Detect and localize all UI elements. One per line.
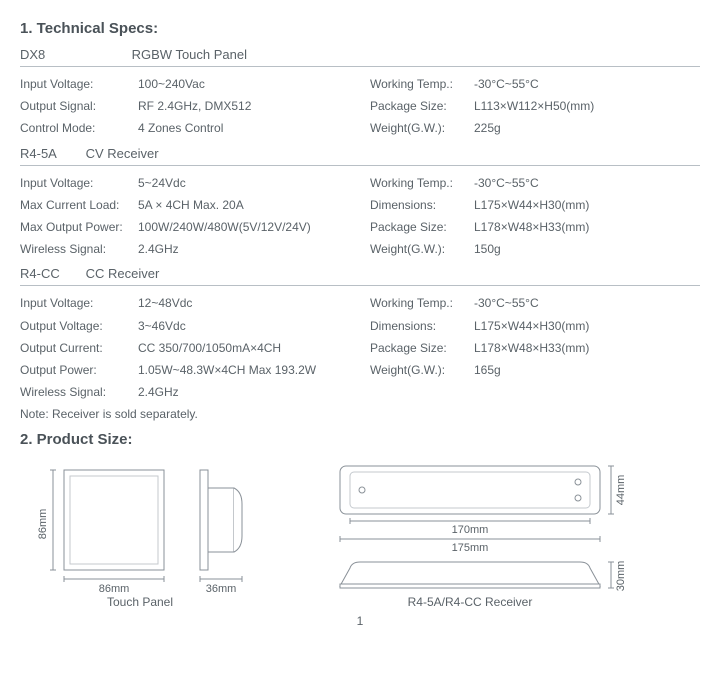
- dim-86mm-h: 86mm: [37, 509, 49, 540]
- spec-value: -30°C~55°C: [474, 292, 700, 314]
- spec-label: Weight(G.W.):: [370, 117, 474, 139]
- spec-label: Output Current:: [20, 337, 138, 359]
- section-2-title: 2. Product Size:: [20, 431, 700, 448]
- spec-label: Output Power:: [20, 359, 138, 381]
- spec-label: Package Size:: [370, 95, 474, 117]
- spec-label: Working Temp.:: [370, 292, 474, 314]
- spec-value: 150g: [474, 238, 700, 260]
- r4cc-specs: Input Voltage:12~48Vdc Output Voltage:3~…: [20, 292, 700, 403]
- product-r4cc-header: R4-CC CC Receiver: [20, 266, 700, 281]
- r4cc-name: CC Receiver: [86, 266, 160, 281]
- spec-value: CC 350/700/1050mA×4CH: [138, 337, 350, 359]
- spec-value: 100W/240W/480W(5V/12V/24V): [138, 216, 350, 238]
- spec-label: Input Voltage:: [20, 292, 138, 314]
- touch-panel-caption: Touch Panel: [107, 595, 173, 608]
- spec-value: -30°C~55°C: [474, 172, 700, 194]
- touch-panel-svg: 86mm 86mm 36mm Touch Panel: [20, 458, 280, 608]
- spec-value: 5A × 4CH Max. 20A: [138, 194, 350, 216]
- divider: [20, 66, 700, 67]
- dim-44mm: 44mm: [615, 475, 627, 506]
- dim-30mm: 30mm: [615, 561, 627, 592]
- r45a-model: R4-5A: [20, 146, 82, 161]
- divider: [20, 165, 700, 166]
- spec-label: Package Size:: [370, 216, 474, 238]
- spec-value: 2.4GHz: [138, 381, 350, 403]
- spec-label: Input Voltage:: [20, 172, 138, 194]
- spec-label: Input Voltage:: [20, 73, 138, 95]
- spec-label: Working Temp.:: [370, 73, 474, 95]
- spec-value: L175×W44×H30(mm): [474, 315, 700, 337]
- dx8-specs: Input Voltage:100~240Vac Output Signal:R…: [20, 73, 700, 140]
- spec-value: 3~46Vdc: [138, 315, 350, 337]
- spec-label: Dimensions:: [370, 315, 474, 337]
- spec-value: 5~24Vdc: [138, 172, 350, 194]
- touch-panel-diagram: 86mm 86mm 36mm Touch Panel: [20, 458, 280, 608]
- dim-175mm: 175mm: [452, 542, 489, 554]
- spec-label: Output Signal:: [20, 95, 138, 117]
- spec-label: Max Current Load:: [20, 194, 138, 216]
- spec-label: Control Mode:: [20, 117, 138, 139]
- dim-170mm: 170mm: [452, 524, 489, 536]
- spec-label: Output Voltage:: [20, 315, 138, 337]
- divider: [20, 285, 700, 286]
- r45a-specs: Input Voltage:5~24Vdc Max Current Load:5…: [20, 172, 700, 261]
- dim-36mm: 36mm: [206, 583, 237, 595]
- receiver-diagram: 44mm 170mm 175mm: [320, 458, 680, 608]
- spec-label: Weight(G.W.):: [370, 238, 474, 260]
- spec-value: 100~240Vac: [138, 73, 350, 95]
- spec-label: Wireless Signal:: [20, 238, 138, 260]
- spec-value: RF 2.4GHz, DMX512: [138, 95, 350, 117]
- spec-value: L175×W44×H30(mm): [474, 194, 700, 216]
- spec-label: Wireless Signal:: [20, 381, 138, 403]
- spec-label: Max Output Power:: [20, 216, 138, 238]
- receiver-caption: R4-5A/R4-CC Receiver: [408, 595, 533, 608]
- dx8-model: DX8: [20, 47, 128, 62]
- dx8-name: RGBW Touch Panel: [132, 47, 247, 62]
- spec-label: Dimensions:: [370, 194, 474, 216]
- r4cc-model: R4-CC: [20, 266, 82, 281]
- spec-value: 4 Zones Control: [138, 117, 350, 139]
- product-dx8-header: DX8 RGBW Touch Panel: [20, 47, 700, 62]
- product-r45a-header: R4-5A CV Receiver: [20, 146, 700, 161]
- spec-value: L113×W112×H50(mm): [474, 95, 700, 117]
- receiver-svg: 44mm 170mm 175mm: [320, 458, 680, 608]
- spec-label: Working Temp.:: [370, 172, 474, 194]
- product-size-diagrams: 86mm 86mm 36mm Touch Panel: [20, 458, 700, 608]
- spec-value: L178×W48×H33(mm): [474, 337, 700, 359]
- spec-value: 1.05W~48.3W×4CH Max 193.2W: [138, 359, 350, 381]
- spec-value: 165g: [474, 359, 700, 381]
- spec-value: 225g: [474, 117, 700, 139]
- spec-value: 2.4GHz: [138, 238, 350, 260]
- spec-label: Weight(G.W.):: [370, 359, 474, 381]
- receiver-note: Note: Receiver is sold separately.: [20, 407, 700, 421]
- section-1-title: 1. Technical Specs:: [20, 20, 700, 37]
- spec-label: Package Size:: [370, 337, 474, 359]
- r45a-name: CV Receiver: [86, 146, 159, 161]
- spec-value: 12~48Vdc: [138, 292, 350, 314]
- spec-value: L178×W48×H33(mm): [474, 216, 700, 238]
- spec-value: -30°C~55°C: [474, 73, 700, 95]
- dim-86mm-w: 86mm: [99, 583, 130, 595]
- page-number: 1: [20, 614, 700, 628]
